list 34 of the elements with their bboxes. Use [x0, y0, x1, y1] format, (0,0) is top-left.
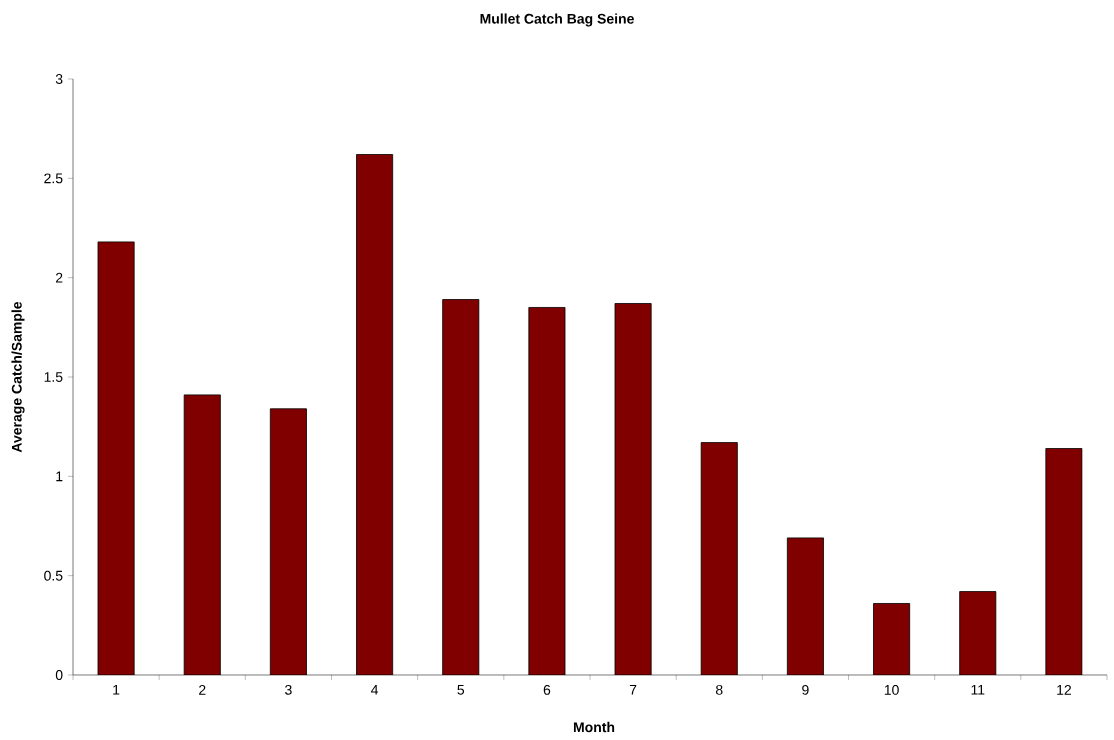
bar: [1045, 448, 1083, 675]
x-tick-label: 7: [629, 684, 637, 695]
x-tick-label: 10: [884, 684, 899, 695]
x-tick-label: 12: [1057, 684, 1071, 695]
x-tick-label: 2: [199, 684, 206, 695]
y-tick-label: 2.5: [44, 173, 63, 184]
bar: [97, 241, 135, 675]
x-tick-label: 8: [715, 684, 723, 695]
y-tick-label: 0.5: [44, 570, 63, 581]
x-tick-label: 1: [113, 684, 120, 695]
x-tick-label: 6: [543, 684, 551, 695]
bar: [183, 394, 221, 675]
y-axis-title: Average Catch/Sample: [11, 301, 25, 453]
y-tick-label: 2: [56, 272, 63, 283]
bar: [442, 299, 480, 675]
x-tick-label: 5: [457, 684, 465, 695]
x-tick-label: 4: [371, 684, 379, 695]
y-tick-label: 3: [55, 74, 63, 84]
bar: [786, 537, 824, 675]
bar: [356, 154, 394, 675]
chart-title: Mullet Catch Bag Seine: [480, 13, 634, 27]
x-tick-label: 11: [971, 684, 985, 695]
bar: [269, 408, 307, 675]
x-tick-label: 3: [285, 684, 292, 695]
x-tick-label: 9: [802, 684, 809, 695]
bar: [700, 442, 738, 675]
bar: [614, 303, 652, 675]
bar: [873, 603, 911, 675]
bar: [528, 307, 566, 675]
y-tick-label: 0: [55, 670, 63, 680]
y-tick-label: 1: [56, 471, 63, 482]
y-tick-label: 1.5: [44, 372, 63, 382]
bar: [959, 591, 997, 675]
x-axis-title: Month: [573, 721, 615, 733]
